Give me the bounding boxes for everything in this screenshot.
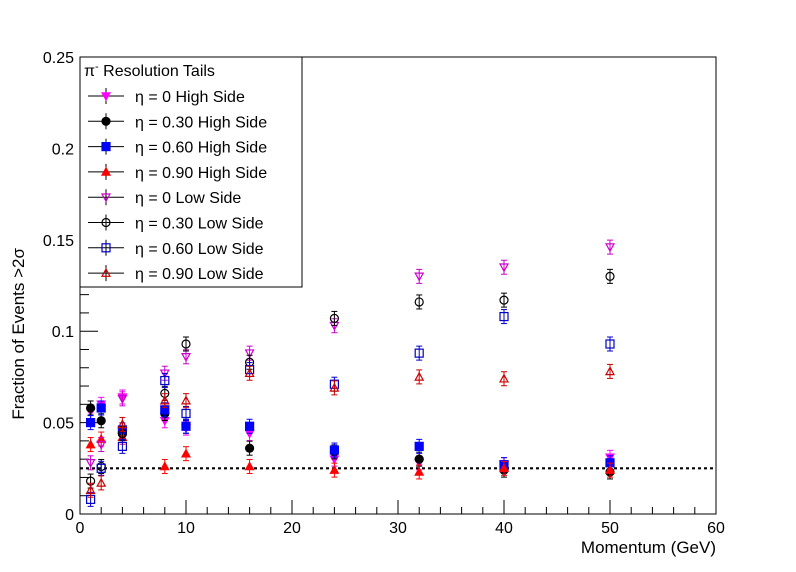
legend-label: η = 0.90 Low Side <box>135 266 264 283</box>
data-point <box>180 352 192 363</box>
data-point <box>604 243 616 253</box>
data-point <box>498 463 510 473</box>
y-tick-label: 0 <box>65 507 74 524</box>
data-point <box>605 271 615 281</box>
x-tick-label: 40 <box>495 520 513 537</box>
data-point <box>414 466 425 476</box>
legend-label: η = 0.60 Low Side <box>135 241 264 258</box>
legend-entry: η = 0.30 High Side <box>88 113 267 131</box>
data-point <box>414 441 424 451</box>
data-point <box>414 297 424 307</box>
data-point <box>244 349 255 359</box>
x-tick-label: 10 <box>177 520 195 537</box>
data-point <box>117 395 128 405</box>
legend-label: η = 0.30 High Side <box>135 114 267 131</box>
legend-marker <box>101 142 111 152</box>
data-point <box>181 421 191 431</box>
series-7 <box>85 363 616 498</box>
legend-entry: η = 0.90 Low Side <box>88 265 264 283</box>
x-axis-label: Momentum (GeV) <box>581 538 716 557</box>
data-point <box>604 464 616 474</box>
data-point <box>499 311 509 322</box>
legend-entries: η = 0 High Side η = 0.30 High Side η = 0.6… <box>88 88 267 283</box>
data-point <box>605 339 615 349</box>
data-point <box>85 439 96 449</box>
data-point <box>159 461 170 471</box>
legend-entry: η = 0.60 Low Side <box>88 239 264 258</box>
data-point <box>244 461 255 471</box>
y-axis-label: Fraction of Events >2σ <box>9 247 28 419</box>
data-point <box>329 382 340 392</box>
data-point <box>604 366 616 376</box>
legend-entry: η = 0.90 High Side <box>88 163 267 182</box>
legend-marker <box>100 166 112 176</box>
x-tick-label: 20 <box>283 520 301 537</box>
legend-marker <box>101 116 111 126</box>
data-point <box>85 403 96 413</box>
data-point <box>96 463 106 473</box>
data-point <box>180 395 192 405</box>
data-point <box>96 403 106 413</box>
data-point <box>329 313 339 324</box>
legend-marker <box>100 267 112 277</box>
data-point <box>329 445 339 455</box>
legend-label: η = 0.60 High Side <box>135 140 267 157</box>
legend-label: η = 0 Low Side <box>135 190 241 207</box>
legend-title-particle: π <box>84 63 95 80</box>
y-tick-label: 0.2 <box>52 141 74 158</box>
data-point <box>160 375 170 386</box>
data-point <box>181 339 191 349</box>
data-point <box>245 443 255 453</box>
legend-title: π- Resolution Tails <box>84 61 215 80</box>
legend-entry: η = 0 High Side <box>88 88 245 106</box>
data-point <box>329 464 340 474</box>
x-tick-label: 50 <box>601 520 619 537</box>
data-point <box>85 485 96 495</box>
y-tick-label: 0.05 <box>43 416 74 433</box>
x-axis: 0 10 20 30 40 50 60 <box>76 500 725 537</box>
x-tick-label: 60 <box>707 520 725 537</box>
x-tick-label: 30 <box>389 520 407 537</box>
data-point <box>414 371 425 381</box>
data-point <box>498 373 510 383</box>
data-point <box>245 421 255 431</box>
legend-title-text: Resolution Tails <box>99 63 215 80</box>
y-tick-label: 0.25 <box>43 50 74 67</box>
legend-label: η = 0 High Side <box>135 89 245 106</box>
data-point <box>180 448 192 458</box>
data-point <box>85 418 96 428</box>
legend-label: η = 0.90 High Side <box>135 165 267 182</box>
legend-marker <box>100 92 112 102</box>
data-point <box>117 419 128 429</box>
data-point <box>159 395 170 405</box>
legend-label: η = 0.30 Low Side <box>135 216 264 233</box>
data-point <box>181 408 191 419</box>
legend-entry: η = 0.30 Low Side <box>88 214 264 233</box>
x-tick-label: 0 <box>76 520 85 537</box>
y-tick-label: 0.1 <box>52 324 74 341</box>
legend-marker <box>101 243 111 253</box>
data-point <box>498 263 510 273</box>
data-point <box>96 416 106 426</box>
data-point <box>414 348 424 358</box>
legend-marker <box>100 193 112 203</box>
data-points <box>85 239 616 507</box>
data-point <box>96 477 107 487</box>
data-point <box>244 368 255 378</box>
legend-entry: η = 0.60 High Side <box>88 138 267 157</box>
data-point <box>414 454 424 464</box>
legend-entry: η = 0 Low Side <box>88 189 241 207</box>
data-point <box>499 295 509 305</box>
data-point <box>85 459 96 469</box>
data-point <box>117 441 128 451</box>
legend-title-charge: - <box>95 61 99 73</box>
y-tick-label: 0.15 <box>43 233 74 250</box>
data-point <box>96 440 107 450</box>
data-point <box>414 272 425 282</box>
legend-marker <box>101 217 111 228</box>
